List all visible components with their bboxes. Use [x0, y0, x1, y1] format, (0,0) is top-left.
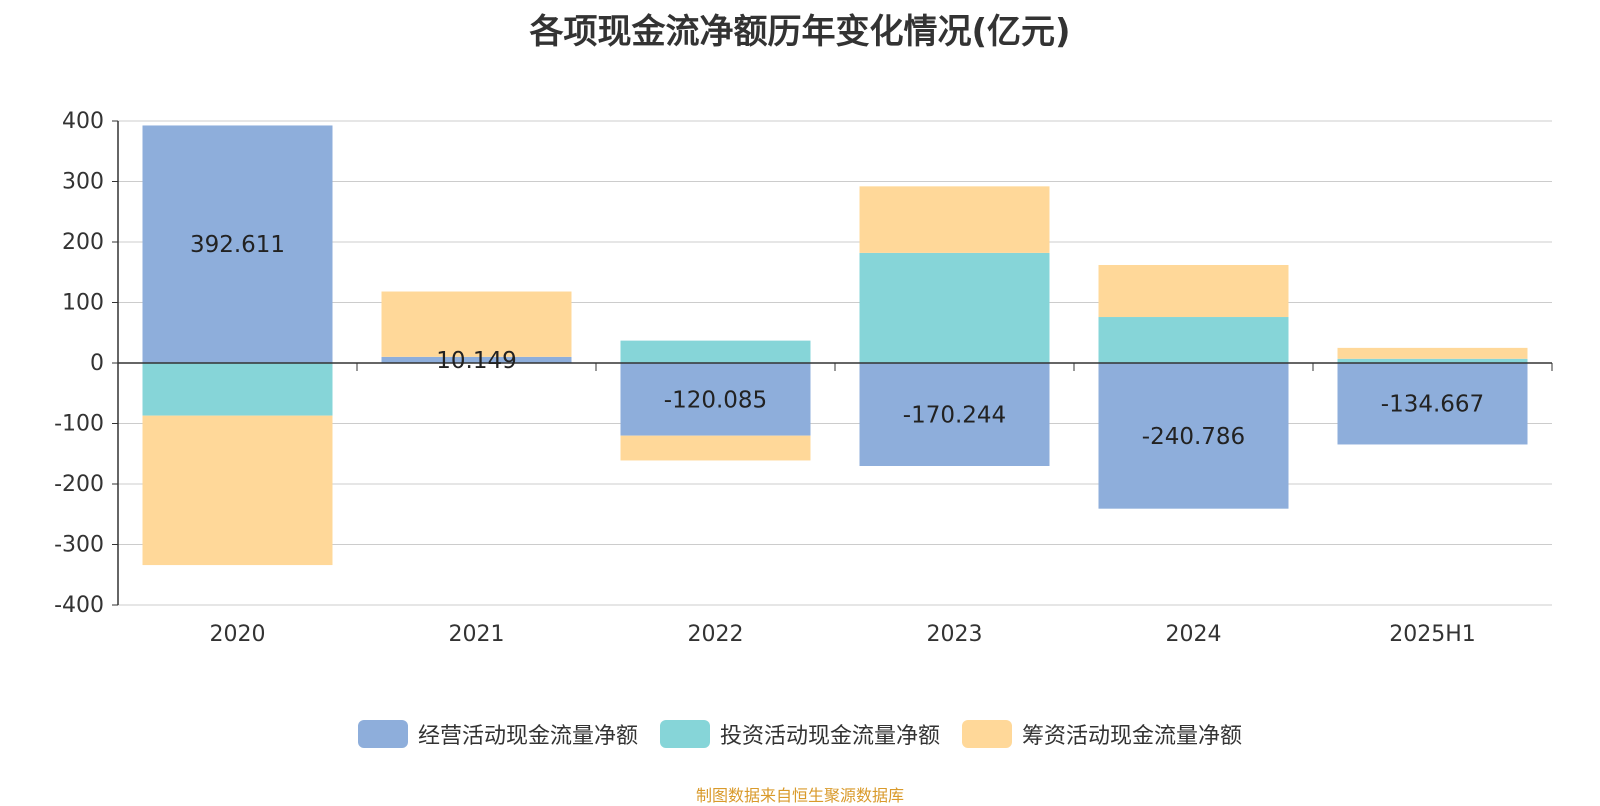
- bar-2020-series-2: [142, 415, 333, 566]
- legend-label: 投资活动现金流量净额: [719, 724, 940, 749]
- y-tick-label: 100: [62, 291, 104, 316]
- y-tick-label: 0: [90, 351, 104, 376]
- legend-swatch: [962, 720, 1012, 748]
- data-label: 10.149: [436, 348, 516, 374]
- bar-2024-series-1: [1098, 317, 1289, 363]
- legend-item: 投资活动现金流量净额: [659, 718, 940, 750]
- x-tick-label: 2020: [210, 622, 266, 647]
- data-label: -120.085: [664, 387, 767, 413]
- y-tick-label: 200: [62, 230, 104, 255]
- bar-2021-series-0: [381, 356, 572, 363]
- bar-2020-series-1: [142, 363, 333, 416]
- bar-2024-series-2: [1098, 264, 1289, 318]
- bar-2022-series-0: [620, 363, 811, 436]
- y-tick-label: -200: [54, 472, 104, 497]
- x-tick-label: 2024: [1166, 622, 1222, 647]
- bar-2024-series-0: [1098, 363, 1289, 509]
- data-label: -170.244: [903, 402, 1006, 428]
- y-tick-label: 300: [62, 170, 104, 195]
- legend-item: 经营活动现金流量净额: [357, 718, 638, 750]
- data-label: 392.611: [190, 232, 285, 258]
- bar-2023-series-2: [859, 186, 1050, 253]
- bar-2022-series-1: [620, 340, 811, 363]
- chart-legend: 经营活动现金流量净额 投资活动现金流量净额 筹资活动现金流量净额: [0, 718, 1600, 750]
- legend-swatch: [659, 720, 710, 748]
- data-label: -240.786: [1142, 424, 1245, 450]
- legend-swatch: [357, 720, 408, 748]
- bar-2023-series-0: [859, 363, 1050, 466]
- chart-title: 各项现金流净额历年变化情况(亿元): [529, 12, 1071, 52]
- y-tick-label: -300: [54, 533, 104, 558]
- y-tick-label: -100: [54, 412, 104, 437]
- legend-label: 筹资活动现金流量净额: [1022, 724, 1243, 749]
- bar-2025H1-series-1: [1337, 358, 1528, 363]
- source-note: 制图数据来自恒生聚源数据库: [695, 786, 904, 805]
- bar-2021-series-2: [381, 291, 572, 357]
- y-tick-label: -400: [54, 593, 104, 618]
- bar-2025H1-series-0: [1337, 363, 1528, 445]
- y-tick-label: 400: [62, 109, 104, 134]
- x-tick-label: 2022: [688, 622, 744, 647]
- x-tick-label: 2025H1: [1389, 622, 1476, 647]
- bar-2020-series-0: [142, 125, 333, 364]
- legend-item: 筹资活动现金流量净额: [962, 718, 1242, 750]
- bar-2023-series-1: [859, 252, 1050, 363]
- x-tick-label: 2021: [449, 622, 505, 647]
- legend-label: 经营活动现金流量净额: [417, 724, 638, 749]
- x-tick-label: 2023: [927, 622, 983, 647]
- bar-2025H1-series-2: [1337, 347, 1528, 359]
- bar-2022-series-2: [620, 435, 811, 461]
- data-label: -134.667: [1381, 392, 1484, 418]
